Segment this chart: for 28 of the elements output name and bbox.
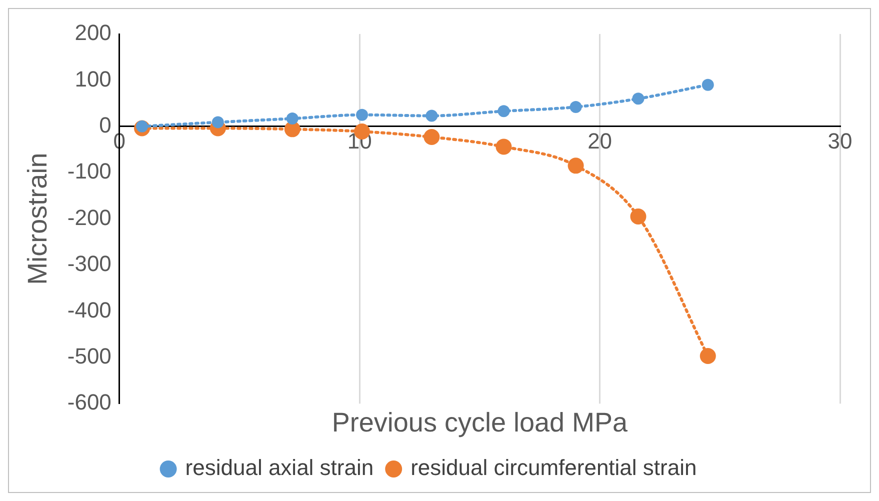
- y-tick-label: -200: [67, 204, 112, 230]
- x-tick-label: 20: [588, 128, 612, 154]
- point: [426, 110, 438, 122]
- y-tick-label: -500: [67, 343, 112, 368]
- point: [424, 129, 440, 146]
- point: [356, 108, 368, 121]
- point: [702, 78, 714, 91]
- point: [630, 208, 646, 224]
- y-axis-title: Microstrain: [22, 152, 53, 285]
- x-tick-label: 30: [828, 128, 852, 154]
- y-tick-label: 100: [74, 66, 112, 92]
- point: [496, 138, 512, 155]
- point: [632, 92, 644, 105]
- point: [498, 105, 510, 118]
- y-tick-label: 200: [74, 20, 112, 46]
- point: [700, 348, 716, 364]
- y-tick-label: -600: [67, 390, 112, 415]
- legend-label: residual axial strain: [185, 455, 374, 480]
- y-tick-label: -300: [67, 251, 112, 276]
- y-tick-label: 0: [99, 112, 112, 138]
- point: [570, 100, 582, 113]
- point: [212, 116, 224, 128]
- x-axis-title: Previous cycle load MPa: [332, 407, 629, 438]
- y-tick-label: -100: [67, 158, 112, 184]
- point: [286, 112, 298, 125]
- legend-label: residual circumferential strain: [410, 455, 697, 480]
- y-tick-label: -400: [67, 297, 112, 322]
- point: [568, 158, 584, 174]
